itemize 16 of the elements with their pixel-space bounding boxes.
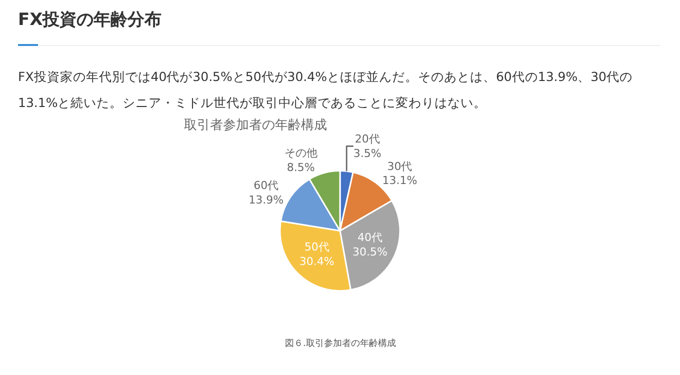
data-label: 30.5% [352,245,388,258]
slice-label: 50代 [304,240,330,254]
text: 取引者参加者の年齢構成 [184,118,327,133]
slice-label: その他 [284,146,318,160]
data-label: 13.9% [248,193,284,206]
slice-label: 40代 [357,230,382,244]
data-label: 13.1% [382,174,418,188]
data-label: 3.5% [353,146,382,160]
slice-label: 60代 [254,178,279,192]
slice-label: 20代 [354,132,380,146]
data-label: 30.4% [299,255,334,268]
slice-label: 30代 [387,160,412,173]
text: FX投資の年齢分布 [18,9,162,31]
chart-subtitle: FX投資家の年代別では40代が30.5%と50代が30.4%とほぼ並んだ。そのあとは、60代の13.9%、30代の13.1%と続いた。シニア・ミドル世代が取引中心層であることに変わりはない。 [18,68,634,112]
data-label: 8.5% [286,160,315,174]
caption: 図６.取引参加者の年齢構成 [285,338,396,349]
